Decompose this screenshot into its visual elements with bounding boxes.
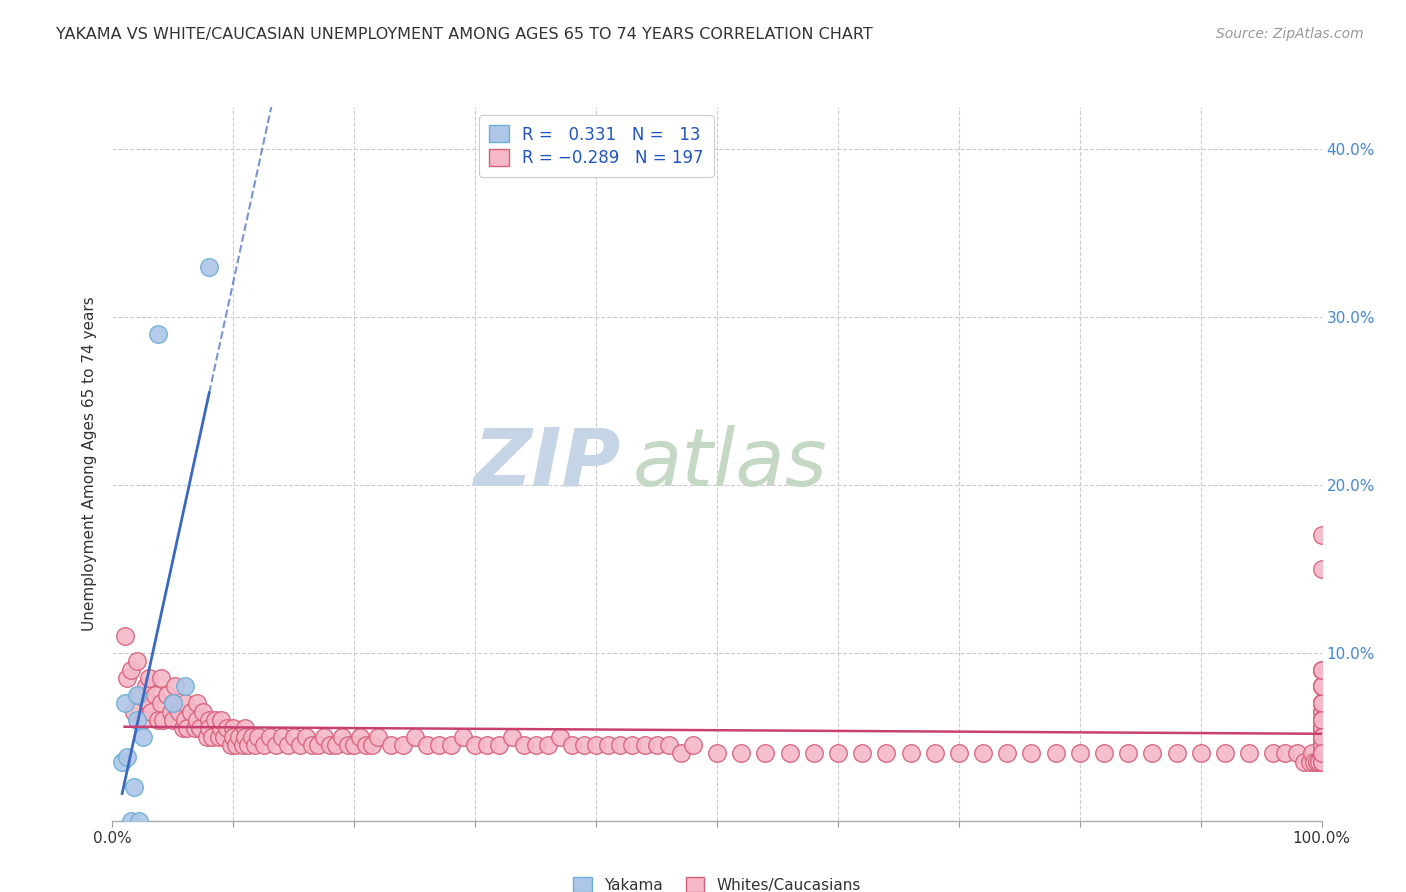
Point <box>222 721 245 735</box>
Point <box>228 730 250 744</box>
Point <box>488 738 510 752</box>
Point <box>174 696 197 710</box>
Point <box>1310 721 1333 735</box>
Point <box>1310 705 1333 719</box>
Point <box>235 730 257 744</box>
Point <box>1303 755 1326 769</box>
Point <box>138 696 160 710</box>
Point <box>1045 747 1067 761</box>
Point <box>1310 721 1333 735</box>
Point <box>464 738 486 752</box>
Point <box>1310 730 1333 744</box>
Point <box>1166 747 1188 761</box>
Point <box>1310 721 1333 735</box>
Point <box>1310 713 1333 727</box>
Point <box>319 738 342 752</box>
Point <box>156 688 179 702</box>
Point <box>243 738 266 752</box>
Point <box>827 747 849 761</box>
Point <box>1310 738 1333 752</box>
Point <box>162 696 184 710</box>
Point <box>240 730 263 744</box>
Point <box>165 679 187 693</box>
Point <box>1310 528 1333 542</box>
Point <box>598 738 620 752</box>
Point <box>141 705 163 719</box>
Point <box>349 730 371 744</box>
Point <box>201 730 224 744</box>
Point <box>1310 679 1333 693</box>
Point <box>120 663 142 677</box>
Point <box>1274 747 1296 761</box>
Point <box>669 747 692 761</box>
Point <box>609 738 631 752</box>
Point <box>288 738 311 752</box>
Point <box>1310 679 1333 693</box>
Point <box>1310 696 1333 710</box>
Point <box>198 721 221 735</box>
Point <box>501 730 523 744</box>
Point <box>270 730 292 744</box>
Point <box>204 713 226 727</box>
Point <box>404 730 426 744</box>
Point <box>361 738 384 752</box>
Point <box>180 705 202 719</box>
Point <box>198 260 221 274</box>
Point <box>1310 747 1333 761</box>
Point <box>183 721 205 735</box>
Point <box>972 747 994 761</box>
Point <box>1310 747 1333 761</box>
Point <box>246 730 269 744</box>
Point <box>367 730 389 744</box>
Point <box>706 747 728 761</box>
Point <box>1310 730 1333 744</box>
Point <box>188 721 211 735</box>
Point <box>132 713 155 727</box>
Point <box>1310 696 1333 710</box>
Legend: R =   0.331   N =   13, R = −0.289   N = 197: R = 0.331 N = 13, R = −0.289 N = 197 <box>478 115 714 177</box>
Point <box>658 738 681 752</box>
Point <box>135 679 157 693</box>
Text: ZIP: ZIP <box>472 425 620 503</box>
Point <box>115 671 138 685</box>
Point <box>1306 755 1329 769</box>
Text: Source: ZipAtlas.com: Source: ZipAtlas.com <box>1216 27 1364 41</box>
Point <box>1310 713 1333 727</box>
Point <box>451 730 474 744</box>
Point <box>561 738 583 752</box>
Point <box>1310 730 1333 744</box>
Point <box>1310 679 1333 693</box>
Point <box>682 738 704 752</box>
Point <box>167 705 190 719</box>
Point <box>337 738 360 752</box>
Point <box>1286 747 1309 761</box>
Point <box>1310 562 1333 576</box>
Point <box>1263 747 1285 761</box>
Point <box>159 705 181 719</box>
Point <box>125 688 148 702</box>
Point <box>1310 747 1333 761</box>
Point <box>198 713 221 727</box>
Point <box>152 713 174 727</box>
Point <box>143 688 166 702</box>
Point <box>1310 679 1333 693</box>
Point <box>259 730 281 744</box>
Point <box>225 738 247 752</box>
Point <box>1310 730 1333 744</box>
Point <box>1292 755 1315 769</box>
Point <box>948 747 970 761</box>
Point <box>1092 747 1115 761</box>
Point <box>217 721 239 735</box>
Point <box>754 747 776 761</box>
Point <box>222 730 245 744</box>
Point <box>1308 755 1330 769</box>
Point <box>512 738 534 752</box>
Point <box>174 713 197 727</box>
Point <box>1310 696 1333 710</box>
Point <box>148 713 170 727</box>
Point <box>356 738 378 752</box>
Point <box>128 688 150 702</box>
Point <box>1189 747 1212 761</box>
Point <box>1310 747 1333 761</box>
